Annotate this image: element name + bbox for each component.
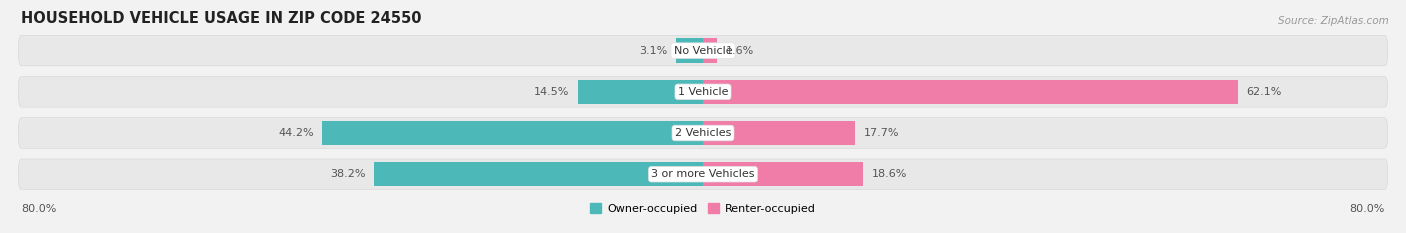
Text: 1 Vehicle: 1 Vehicle [678,87,728,97]
Bar [703,80,1237,104]
Text: 3 or more Vehicles: 3 or more Vehicles [651,169,755,179]
Text: 62.1%: 62.1% [1246,87,1282,97]
Text: 80.0%: 80.0% [1350,204,1385,214]
Text: HOUSEHOLD VEHICLE USAGE IN ZIP CODE 24550: HOUSEHOLD VEHICLE USAGE IN ZIP CODE 2455… [21,11,422,26]
Bar [322,121,703,145]
Text: 2 Vehicles: 2 Vehicles [675,128,731,138]
FancyBboxPatch shape [18,159,1388,189]
Text: 44.2%: 44.2% [278,128,314,138]
Text: 14.5%: 14.5% [534,87,569,97]
Bar [703,121,855,145]
Bar [374,162,703,186]
FancyBboxPatch shape [18,77,1388,107]
FancyBboxPatch shape [18,118,1388,148]
Bar [676,38,703,63]
FancyBboxPatch shape [18,35,1388,66]
Text: 1.6%: 1.6% [725,46,754,56]
Bar [578,80,703,104]
Text: No Vehicle: No Vehicle [673,46,733,56]
Text: Source: ZipAtlas.com: Source: ZipAtlas.com [1278,16,1389,26]
Bar [703,162,863,186]
Text: 3.1%: 3.1% [640,46,668,56]
Text: 18.6%: 18.6% [872,169,907,179]
Text: 80.0%: 80.0% [21,204,56,214]
Legend: Owner-occupied, Renter-occupied: Owner-occupied, Renter-occupied [586,199,820,218]
Text: 38.2%: 38.2% [330,169,366,179]
Bar [703,38,717,63]
Text: 17.7%: 17.7% [865,128,900,138]
